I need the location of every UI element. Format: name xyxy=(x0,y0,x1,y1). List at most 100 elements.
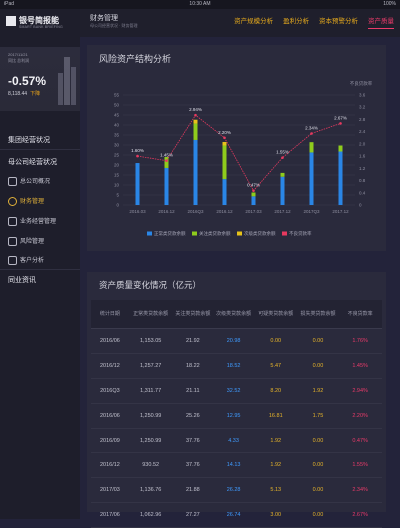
table-cell: 1,250.99 xyxy=(128,428,173,454)
tab-asset-scale[interactable]: 资产规模分析 xyxy=(234,18,274,25)
legend-label: 关注类贷款余额 xyxy=(199,230,231,237)
table-body: 2016/06 1,153.05 21.92 20.98 0.00 0.00 1.76% 20… xyxy=(91,328,382,528)
legend-swatch xyxy=(147,231,152,236)
bar xyxy=(135,163,140,205)
legend-label: 正常类贷款余额 xyxy=(154,230,186,237)
customer-icon xyxy=(8,255,17,265)
bar xyxy=(309,152,314,205)
table-cell: 2016/09 xyxy=(91,428,129,454)
asset-quality-table: 统计日期 正常类贷款余额 关注类贷款余额 次级类贷款余额 可疑类贷款余额 损失类贷款余额不… xyxy=(91,300,382,528)
line-point xyxy=(310,132,313,135)
x-tick-label: 2017Q3 xyxy=(303,209,320,214)
table-row[interactable]: 2016/06 1,153.05 21.92 20.98 0.00 0.00 1.76% xyxy=(91,328,382,354)
table-row[interactable]: 2016/06 1,250.99 25.26 12.95 16.81 1.75 2.20% xyxy=(91,403,382,429)
data-label: 2.34% xyxy=(305,126,318,131)
table-cell: 16.81 xyxy=(253,403,298,429)
nav-section-group[interactable]: 集团经营状况 xyxy=(8,137,50,144)
bar xyxy=(164,167,169,205)
y2-axis-label: 不良贷款率 xyxy=(350,80,373,87)
tab-asset-quality[interactable]: 资产质量 xyxy=(368,15,394,29)
bar xyxy=(338,151,343,205)
logo-mark-icon xyxy=(6,16,16,26)
brief-card: 2017/11/21 同比 总利润 -0.57% 8,118.44 下降 xyxy=(0,47,80,111)
bar xyxy=(251,196,256,205)
y-tick-label: 50 xyxy=(114,103,120,108)
y-tick-label: 20 xyxy=(114,163,120,168)
y-tick-label: 10 xyxy=(114,183,120,188)
sidebar-item-label: 业务经营管理 xyxy=(20,219,57,225)
table-row[interactable]: 2016/12 930.52 37.76 14.13 1.92 0.00 1.55% xyxy=(91,452,382,479)
page-title: 财务管理 xyxy=(90,15,118,22)
finance-icon xyxy=(8,196,17,206)
sidebar-item-label: 客户分析 xyxy=(20,258,45,264)
bar xyxy=(193,123,198,140)
chart-title: 风险资产结构分析 xyxy=(99,54,172,64)
table-cell: 3.00 xyxy=(253,502,298,528)
x-tick-label: 2017.12 xyxy=(332,209,349,214)
table-cell: 1,311.77 xyxy=(128,378,173,404)
table-cell: 1.55% xyxy=(338,452,382,479)
data-label: 0.47% xyxy=(247,183,260,188)
sidebar-item-label: 风险管理 xyxy=(20,239,45,245)
table-cell: 4.33 xyxy=(213,428,254,454)
table-row[interactable]: 2016/12 1,257.27 18.22 18.52 5.47 0.00 1.45% xyxy=(91,353,382,379)
column-header: 可疑类贷款余额 xyxy=(253,300,298,329)
sidebar: 银号简报能 SMART BANK BRIEFING 2017/11/21 同比 … xyxy=(0,9,80,519)
table-cell: 2016/06 xyxy=(91,328,129,354)
table-cell: 0.00 xyxy=(297,353,339,379)
table-cell: 1,250.99 xyxy=(128,403,173,429)
column-header: 关注类贷款余额 xyxy=(172,300,214,329)
y-tick-label: 45 xyxy=(114,113,120,118)
table-cell: 20.98 xyxy=(213,328,254,354)
line-point xyxy=(165,159,168,162)
y-tick-label: 25 xyxy=(114,153,120,158)
table-cell: 2016/12 xyxy=(91,452,129,479)
table-cell: 37.76 xyxy=(172,452,214,479)
battery-level: 100% xyxy=(383,1,396,7)
table-row[interactable]: 2016Q3 1,311.77 21.11 32.52 8.20 1.92 2.94% xyxy=(91,378,382,404)
table-cell: 2016/12 xyxy=(91,353,129,379)
app-logo[interactable]: 银号简报能 SMART BANK BRIEFING xyxy=(6,15,76,31)
y-tick-label: 30 xyxy=(114,143,120,148)
legend-swatch xyxy=(282,231,287,236)
city-skyline-icon xyxy=(58,57,76,105)
sidebar-item-label: 财务管理 xyxy=(20,199,45,205)
tab-capital-alert[interactable]: 资本预警分析 xyxy=(319,18,359,25)
x-tick-label: 2016.03 xyxy=(129,209,146,214)
nav-section-parent[interactable]: 母公司经营状况 xyxy=(8,159,57,166)
sidebar-item-business[interactable]: 业务经营管理 xyxy=(8,216,56,226)
nav-section-news[interactable]: 同业资讯 xyxy=(8,277,36,284)
bar xyxy=(193,119,198,124)
table-row[interactable]: 2017/03 1,136.76 21.88 26.28 5.13 0.00 2.34% xyxy=(91,477,382,504)
table-row[interactable]: 2016/09 1,250.99 37.76 4.33 1.92 0.00 0.47% xyxy=(91,428,382,454)
y2-tick-label: 1.2 xyxy=(359,166,366,171)
column-header: 统计日期 xyxy=(91,300,129,329)
line-point xyxy=(339,122,342,125)
tab-profit[interactable]: 盈利分析 xyxy=(283,18,310,25)
x-tick-label: 2017.12 xyxy=(274,209,291,214)
asset-quality-card: 资产质量变化情况（亿元） 统计日期 正常类贷款余额 关注类贷款余额 次级类贷款余额 可疑… xyxy=(87,272,386,528)
y-tick-label: 40 xyxy=(114,123,120,128)
table-cell: 1.75 xyxy=(297,403,339,429)
line-point xyxy=(252,189,255,192)
page-header: 财务管理 母公司经营状况 · 财务管理 资产规模分析 盈利分析 资本预警分析 资… xyxy=(80,9,400,37)
table-row[interactable]: 2017/06 1,062.96 27.27 26.74 3.00 0.00 2.67% xyxy=(91,502,382,528)
data-label: 2.94% xyxy=(189,107,202,112)
sidebar-item-finance[interactable]: 财务管理 xyxy=(8,196,44,206)
table-cell: 25.26 xyxy=(172,403,214,429)
table-cell: 2016Q3 xyxy=(91,378,129,404)
sidebar-item-customer[interactable]: 客户分析 xyxy=(8,255,44,265)
clock: 10:30 AM xyxy=(189,1,211,7)
sidebar-item-label: 总公司概况 xyxy=(20,179,51,185)
table-cell: 2.94% xyxy=(338,378,382,404)
y-tick-label: 5 xyxy=(116,193,119,198)
divider xyxy=(0,149,80,150)
table-cell: 0.47% xyxy=(338,428,382,454)
bar xyxy=(280,176,285,205)
sidebar-item-overview[interactable]: 总公司概况 xyxy=(8,176,50,186)
table-cell: 0.00 xyxy=(297,477,339,504)
brief-value: 8,118.44 xyxy=(8,91,28,97)
sidebar-item-risk[interactable]: 风险管理 xyxy=(8,236,44,246)
table-cell: 12.95 xyxy=(213,403,254,429)
line-point xyxy=(281,156,284,159)
